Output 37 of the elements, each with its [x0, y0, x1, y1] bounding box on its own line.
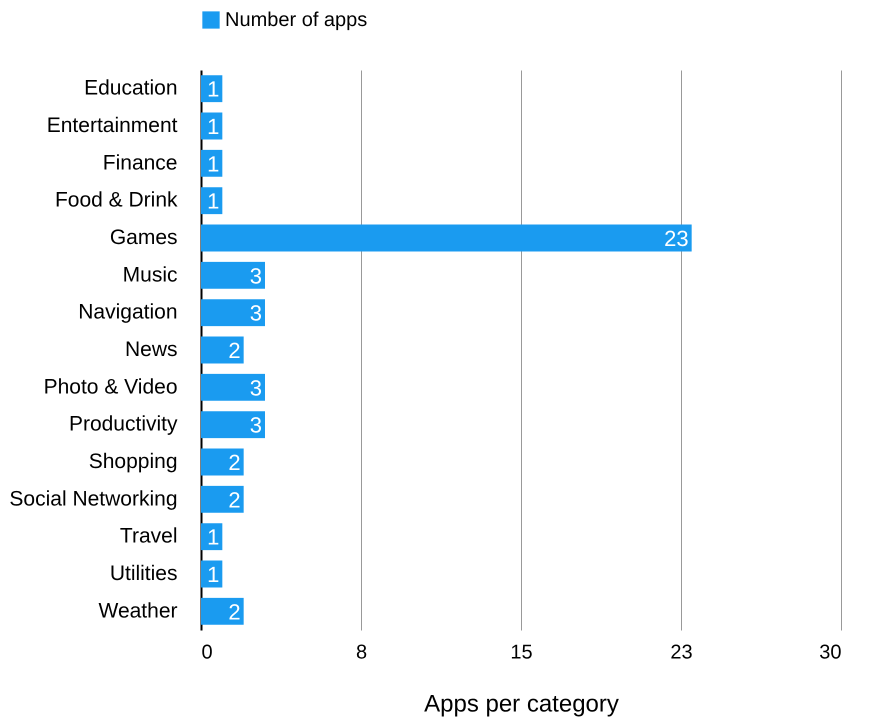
y-tick-label: Photo & Video — [44, 375, 178, 398]
data-label: 2 — [228, 599, 241, 624]
x-tick-label: 0 — [202, 642, 213, 664]
data-label: 1 — [207, 524, 220, 550]
x-axis-title: Apps per category — [424, 690, 619, 718]
data-label: 2 — [228, 487, 241, 512]
data-label: 3 — [250, 375, 262, 400]
data-label: 23 — [664, 226, 689, 251]
y-tick-label: Food & Drink — [54, 188, 178, 212]
data-label: 1 — [207, 151, 220, 176]
y-tick-label: Shopping — [88, 450, 178, 473]
data-label: 1 — [207, 188, 220, 214]
data-label: 3 — [250, 412, 262, 438]
data-label: 1 — [207, 114, 220, 139]
data-label: 2 — [228, 338, 241, 363]
data-label: 1 — [207, 562, 220, 587]
data-label: 3 — [250, 263, 262, 288]
y-tick-label: Finance — [102, 151, 178, 174]
data-label: 2 — [228, 450, 241, 475]
y-tick-label: Navigation — [78, 300, 178, 324]
x-tick-label: 30 — [819, 642, 842, 664]
y-tick-label: Social Networking — [9, 487, 178, 510]
x-tick-label: 8 — [356, 642, 368, 664]
y-tick-label: News — [124, 338, 178, 361]
y-tick-label: Utilities — [110, 562, 178, 585]
y-tick-label: Productivity — [68, 412, 178, 436]
y-tick-label: Games — [110, 226, 178, 249]
data-label: 3 — [250, 300, 262, 326]
x-tick-label: 23 — [670, 642, 693, 664]
x-tick-label: 15 — [510, 642, 533, 664]
legend-label: Number of apps — [225, 9, 368, 31]
y-tick-label: Travel — [120, 524, 178, 548]
y-tick-label: Weather — [98, 599, 178, 622]
data-label: 1 — [207, 76, 220, 102]
y-tick-label: Music — [122, 263, 178, 286]
y-tick-label: Entertainment — [46, 114, 178, 137]
y-tick-label: Education — [84, 76, 178, 100]
